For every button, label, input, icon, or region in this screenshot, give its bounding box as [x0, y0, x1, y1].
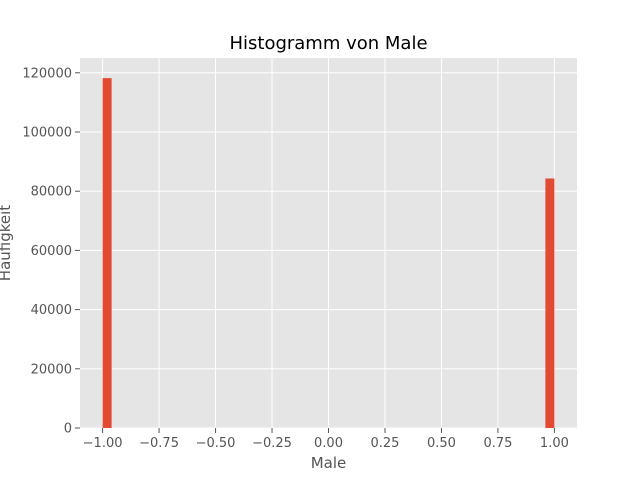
x-tick-label: 0.25: [371, 436, 400, 451]
y-tick-label: 20000: [31, 362, 72, 377]
x-axis-ticks: −1.00 −0.75 −0.50 −0.25 0.00 0.25 0.50 0.75 1.00: [83, 428, 569, 451]
y-tick-label: 0: [64, 422, 72, 437]
x-tick-label: 0.75: [483, 436, 512, 451]
y-tick-label: 60000: [31, 244, 72, 259]
histogram-bar: [102, 78, 112, 429]
y-axis-label: Häufigkeit: [0, 205, 14, 281]
x-tick-label: −0.25: [252, 436, 292, 451]
x-tick-label: −0.50: [196, 436, 236, 451]
y-tick-label: 80000: [31, 185, 72, 200]
x-tick-label: −0.75: [139, 436, 179, 451]
x-tick-label: 0.50: [427, 436, 456, 451]
histogram-bar: [545, 178, 555, 428]
y-tick-label: 40000: [31, 303, 72, 318]
y-tick-label: 100000: [22, 126, 72, 141]
x-tick-label: 0.00: [314, 436, 343, 451]
x-axis-label: Male: [311, 454, 347, 472]
x-tick-label: −1.00: [83, 436, 123, 451]
x-tick-label: 1.00: [540, 436, 569, 451]
chart-title: Histogramm von Male: [229, 33, 427, 54]
y-axis-ticks: 0 20000 40000 60000 80000 100000 120000: [22, 66, 80, 437]
histogram-bars: [102, 78, 555, 429]
y-tick-label: 120000: [22, 66, 72, 81]
